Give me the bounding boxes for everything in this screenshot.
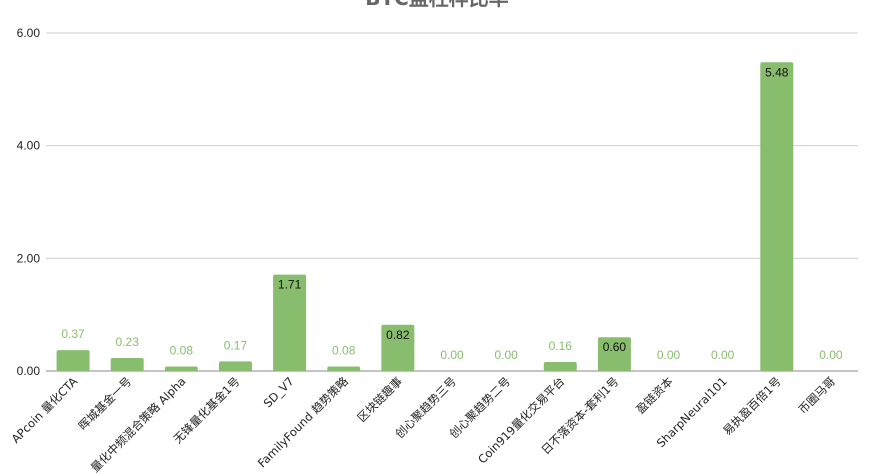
data-label: 0.60: [603, 340, 627, 354]
bar: [760, 62, 794, 371]
bar: [597, 337, 631, 371]
data-label: 0.17: [224, 338, 248, 352]
data-label: 0.23: [116, 335, 140, 349]
data-label: 0.00: [494, 348, 518, 362]
data-label: 0.08: [332, 343, 356, 357]
data-label: 5.48: [765, 65, 789, 79]
x-tick-label: APcoin 量化CTA: [9, 374, 81, 446]
y-tick-label: 4.00: [17, 139, 41, 153]
bar: [273, 274, 307, 371]
data-label: 0.00: [657, 348, 681, 362]
x-tick-label: 盈链资本: [633, 374, 676, 417]
data-label: 0.82: [386, 328, 410, 342]
x-tick-label: 币圈马哥: [796, 374, 838, 416]
bar: [218, 361, 252, 371]
data-label: 0.00: [711, 348, 735, 362]
x-tick-label: 易执盈百倍1号: [720, 374, 784, 438]
x-tick-label: FamilyFound 趋势策略: [255, 374, 351, 470]
y-tick-label: 0.00: [17, 364, 41, 378]
data-label: 0.00: [819, 348, 843, 362]
bar: [327, 366, 361, 371]
x-tick-label: 区块链趣事: [354, 374, 405, 425]
gridlines: [46, 32, 858, 372]
y-axis-ticks: 0.00 2.00 4.00 6.00: [17, 26, 41, 378]
bar: [543, 361, 577, 371]
data-label: 0.16: [549, 339, 573, 353]
x-tick-label: 量化中频混合策略 Alpha: [88, 374, 189, 474]
bar: [56, 350, 90, 371]
data-labels: 0.37 0.23 0.08 0.17 1.71 0.08 0.82 0.00 0.00 0.16…: [61, 65, 843, 362]
data-label: 0.08: [170, 343, 194, 357]
y-tick-label: 6.00: [17, 26, 41, 40]
y-tick-label: 2.00: [17, 251, 41, 265]
bar: [164, 366, 198, 371]
chart-title: BTC盈柱样比率: [365, 0, 509, 10]
x-tick-label: SD_V7: [261, 374, 297, 410]
x-tick-label: 晖城基金一号: [76, 374, 135, 433]
data-label: 0.37: [61, 327, 85, 341]
bar: [110, 358, 144, 371]
bar: [381, 324, 415, 371]
data-label: 0.00: [440, 348, 464, 362]
data-label: 1.71: [278, 278, 302, 292]
bars: [56, 62, 794, 371]
